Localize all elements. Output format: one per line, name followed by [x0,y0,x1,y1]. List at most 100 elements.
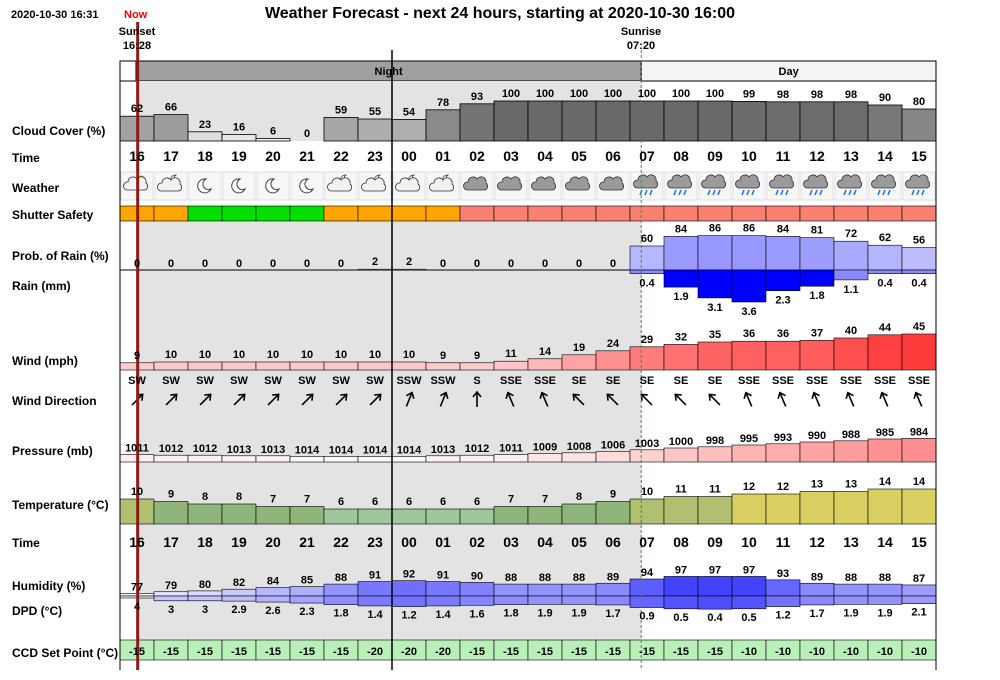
wind-arrow-icon [405,391,415,407]
wind-dir-label: SSW [396,375,422,387]
humidity-bar [731,576,767,597]
dpd-value: 3 [202,604,208,616]
humidity-value: 91 [369,570,381,582]
temperature-value: 6 [474,496,480,508]
wind-dir-label: SSE [534,375,556,387]
dpd-bar [663,595,699,610]
prob-rain-value: 62 [879,232,891,244]
ccd-value: -10 [877,646,893,658]
wind-value: 36 [777,328,789,340]
sunset-time: 16:28 [123,40,151,52]
rain-bar [731,269,767,303]
time-label: 03 [503,148,519,164]
time-label-bottom: 13 [843,534,859,550]
time-label-bottom: 21 [299,534,315,550]
temperature-bar [289,506,325,525]
pressure-bar [901,438,937,463]
cloud-shape [701,174,727,189]
dpd-bar [153,595,189,602]
arrow-head [539,391,548,400]
ccd-value: -10 [741,646,757,658]
shutter-cell [255,205,291,222]
row-label-cloud: Cloud Cover (%) [12,124,105,138]
arrow-head [572,393,580,401]
wind-value: 10 [335,349,347,361]
humidity-bar [493,583,529,597]
arrow-shaft [607,394,619,406]
day-label: Day [779,66,800,78]
pressure-bar [425,455,461,463]
wind-arrow-icon [743,391,753,407]
temperature-value: 10 [641,486,653,498]
wind-arrow-icon [879,391,889,407]
cloud-value: 62 [131,103,143,115]
prob-rain-value: 0 [304,258,310,270]
cloud-value: 99 [743,88,755,100]
rain-drop [751,189,755,196]
humidity-value: 89 [811,571,823,583]
temperature-bar [697,496,733,525]
ccd-value: -15 [231,646,247,658]
ccd-value: -10 [843,646,859,658]
row-label-wind: Wind (mph) [12,354,78,368]
cloud-value: 100 [672,88,690,100]
dpd-bar [799,595,835,606]
time-label: 02 [469,148,485,164]
ccd-value: -15 [469,646,485,658]
temperature-value: 9 [168,489,174,501]
humidity-bar [799,582,835,597]
wind-arrow-icon [301,393,314,406]
prob-rain-value: 60 [641,233,653,245]
humidity-value: 80 [199,579,211,591]
temperature-value: 12 [777,481,789,493]
rain-drop [848,189,852,196]
arrow-head [606,393,614,401]
arrow-head [708,393,716,401]
rain-value: 3.6 [741,306,756,318]
row-label-humidity: Humidity (%) [12,579,85,593]
arrow-head [913,391,922,400]
prob-rain-value: 0 [542,258,548,270]
wind-dir-label: SSE [840,375,862,387]
cloud-bar [901,108,937,142]
rain-value: 3.1 [707,302,722,314]
wind-arrow-icon [439,391,449,407]
wind-bar [901,333,937,371]
pressure-bar [561,452,597,463]
cloud-value: 100 [502,88,520,100]
temperature-bar [867,488,903,525]
night-label: Night [375,66,403,78]
ccd-value: -10 [809,646,825,658]
rain-value: 2.3 [775,295,790,307]
ccd-value: -15 [707,646,723,658]
cloud-shape [463,176,489,191]
wind-arrow-icon [335,393,348,406]
wind-bar [663,344,699,371]
temperature-value: 10 [131,486,143,498]
arrow-head [340,393,348,401]
cloud-value: 90 [879,92,891,104]
cloud-bar [221,134,257,142]
arrow-head [640,393,648,401]
wind-dir-label: SW [128,375,146,387]
weather-cell [290,171,324,201]
pressure-value: 1012 [465,443,489,455]
prob-rain-value: 0 [202,258,208,270]
time-label: 18 [197,148,213,164]
row-label-weather: Weather [12,181,59,195]
dpd-value: 2.9 [231,604,246,616]
shutter-cell [731,205,767,222]
temperature-bar [561,503,597,525]
temperature-value: 6 [338,496,344,508]
arrow-shaft [267,394,279,406]
dpd-bar [595,595,631,606]
shutter-cell [323,205,359,222]
shutter-cell [663,205,699,222]
pressure-value: 1003 [635,438,659,450]
partly-cloudy-night-icon [429,174,455,192]
dpd-bar [765,595,801,607]
temperature-value: 13 [811,479,823,491]
arrow-head [170,393,178,401]
rain-bar [663,269,699,288]
